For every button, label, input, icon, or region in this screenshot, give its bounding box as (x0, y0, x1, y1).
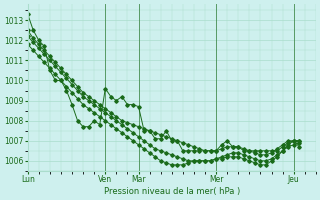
X-axis label: Pression niveau de la mer( hPa ): Pression niveau de la mer( hPa ) (104, 187, 240, 196)
